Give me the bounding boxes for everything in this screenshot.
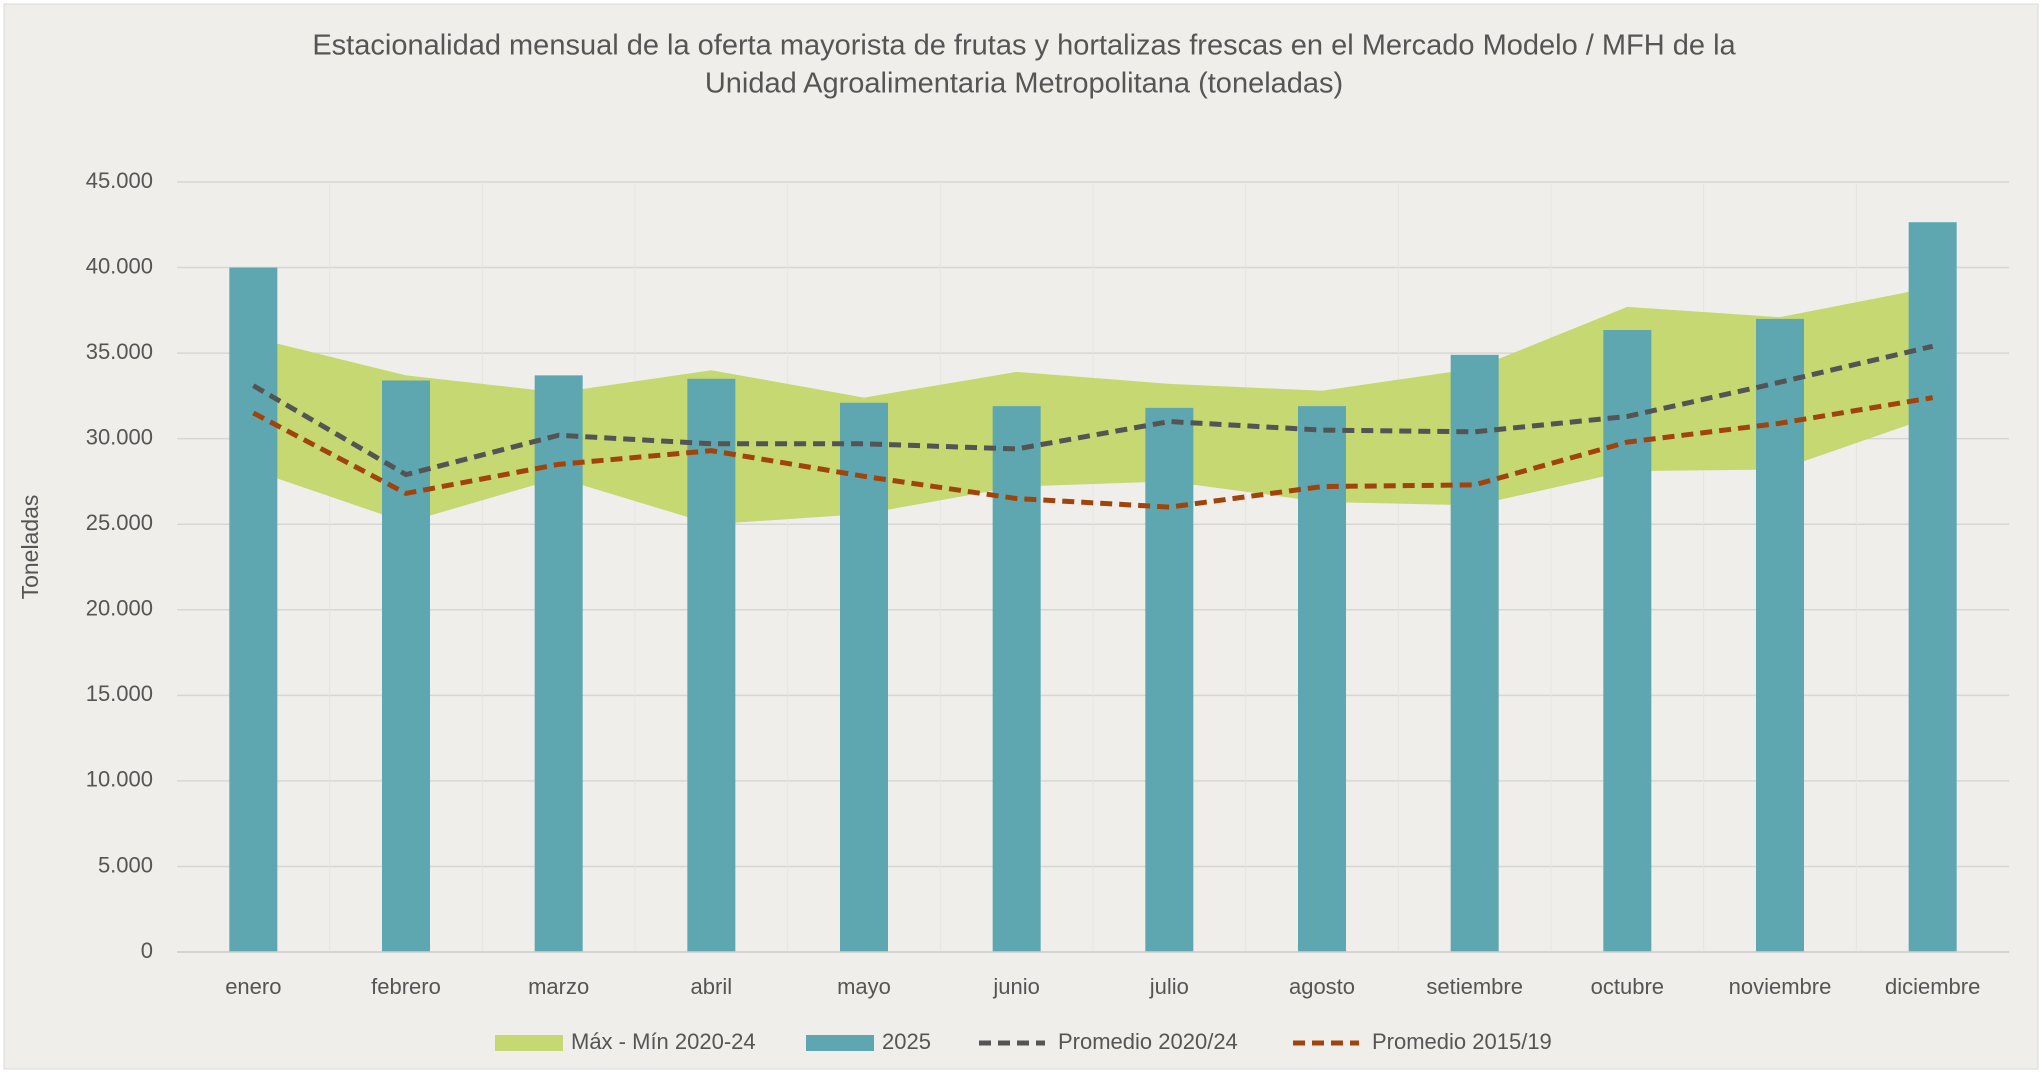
y-tick-label: 35.000 [86,339,153,364]
bar [1145,407,1194,952]
plot-area: 0 5.000 10.000 15.000 20.000 25.000 30.000 35.0… [86,168,2009,999]
y-tick-label: 15.000 [86,681,153,706]
bar [1450,354,1499,952]
y-tick-label: 0 [141,938,153,963]
range-area [253,287,1933,525]
y-tick-label: 40.000 [86,253,153,278]
legend-label: Promedio 2015/19 [1372,1029,1552,1054]
y-tick-label: 25.000 [86,510,153,535]
x-tick-label: setiembre [1426,974,1523,999]
x-tick-label: marzo [528,974,589,999]
y-axis-title: Toneladas [17,495,43,600]
y-tick-label: 5.000 [98,852,153,877]
y-tick-label: 10.000 [86,767,153,792]
legend-swatch [495,1035,563,1051]
y-tick-label: 30.000 [86,424,153,449]
line [252,395,1934,510]
x-tick-label: febrero [371,974,441,999]
x-tick-label: agosto [1289,974,1355,999]
x-tick-label: junio [992,974,1039,999]
bar [687,378,736,952]
y-tick-label: 45.000 [86,168,153,193]
legend-label: 2025 [882,1029,931,1054]
x-tick-label: julio [1149,974,1189,999]
y-tick-label: 20.000 [86,596,153,621]
legend-label: Promedio 2020/24 [1058,1029,1238,1054]
bar [534,375,583,952]
legend: Máx - Mín 2020-24 2025 Promedio 2020/24 Pro… [495,1029,1552,1054]
legend-label: Máx - Mín 2020-24 [571,1029,756,1054]
bar [840,402,888,952]
x-tick-label: noviembre [1729,974,1832,999]
bar [1298,406,1346,953]
x-tick-label: enero [225,974,281,999]
x-tick-label: diciembre [1885,974,1980,999]
x-tick-label: abril [691,974,733,999]
chart-title: Estacionalidad mensual de la oferta mayo… [312,30,1736,62]
x-tick-label: mayo [837,974,891,999]
bar [1603,330,1652,952]
bar [1908,222,1957,952]
bar [1756,318,1804,952]
bar [992,406,1041,953]
x-tick-label: octubre [1591,974,1664,999]
legend-swatch [806,1035,874,1051]
line [252,343,1934,478]
chart-subtitle: Unidad Agroalimentaria Metropolitana (to… [705,68,1343,100]
bar [229,267,278,952]
